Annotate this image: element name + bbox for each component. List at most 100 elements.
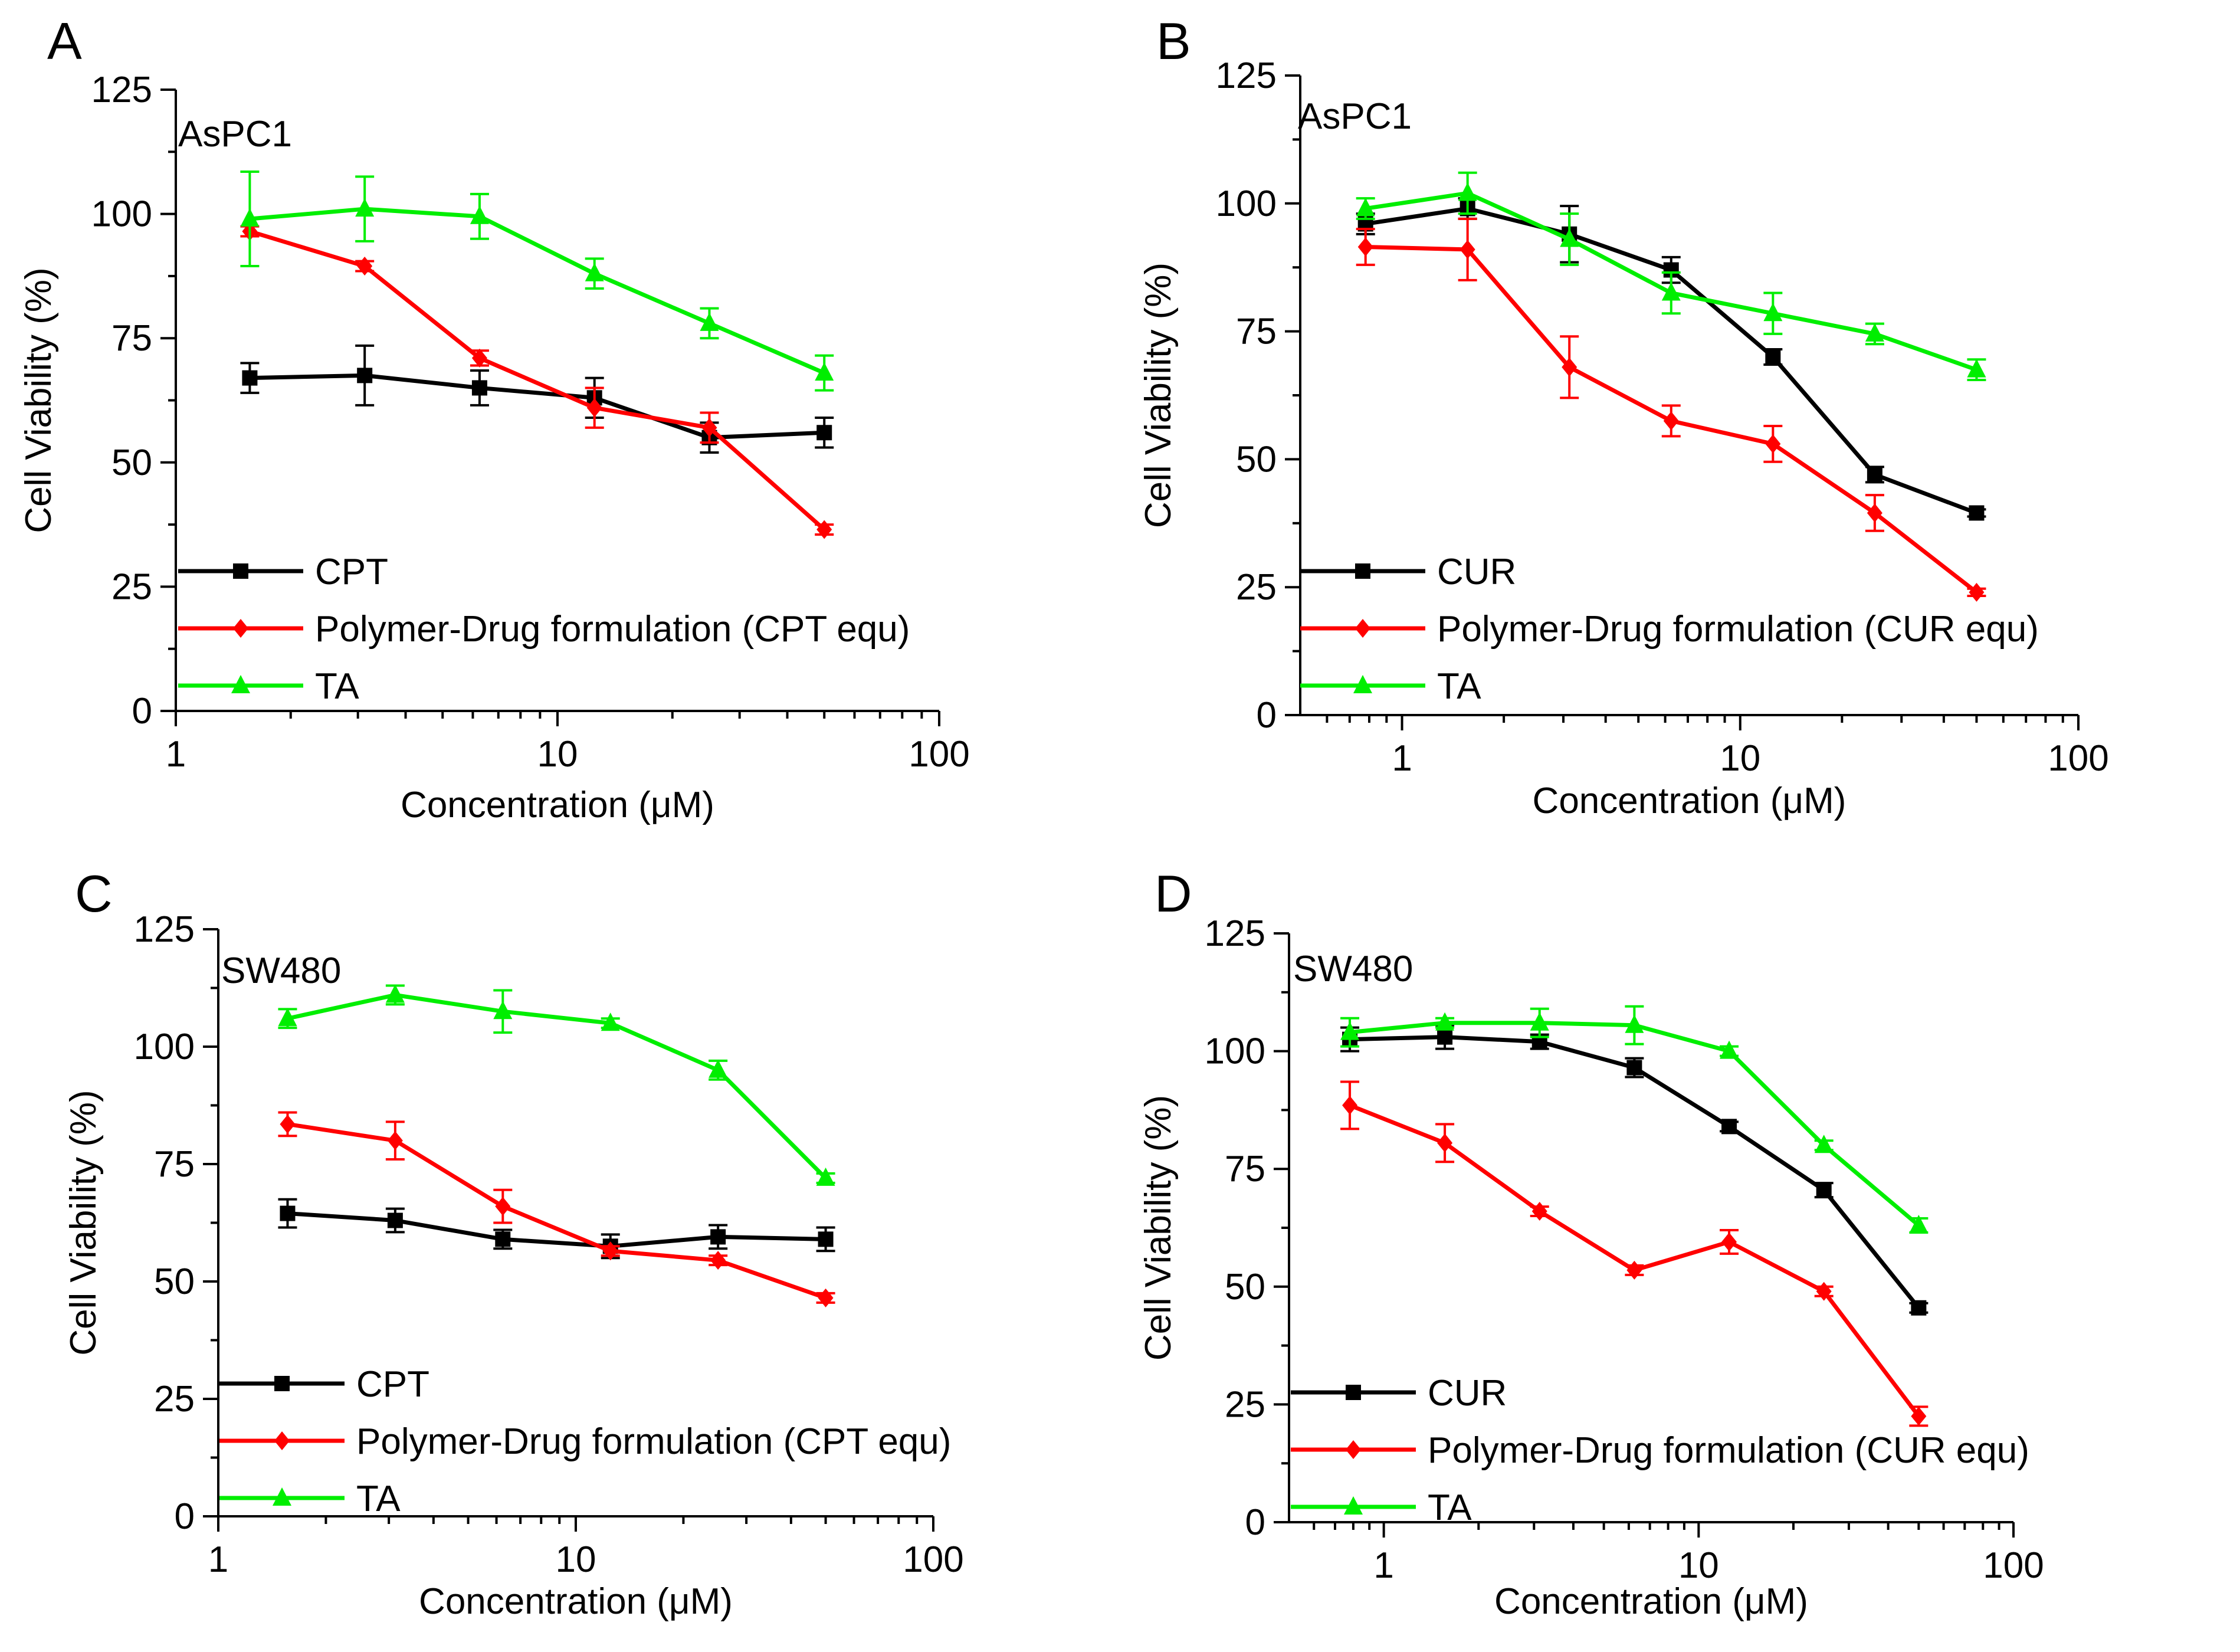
data-point xyxy=(495,1197,511,1216)
y-tick-label: 75 xyxy=(1225,1149,1265,1189)
y-tick-label: 125 xyxy=(1216,55,1277,96)
panel-label: B xyxy=(1156,12,1191,70)
data-point xyxy=(471,380,487,396)
data-point xyxy=(816,520,832,539)
chart-panel-a: A AsPC1 0 25 50 75 100 125 1 10 100 Concentration (… xyxy=(18,12,970,825)
series-line xyxy=(1349,1021,1920,1227)
legend-label: CPT xyxy=(315,552,388,592)
series-polymer-drug-formulation-cpt-equ xyxy=(240,222,834,539)
data-point xyxy=(710,1251,726,1270)
y-tick-label: 25 xyxy=(154,1379,195,1420)
chart-panel-d: D SW480 0 25 50 75 100 125 1 10 100 Concentration (… xyxy=(1138,864,2044,1622)
data-point xyxy=(387,1212,403,1228)
y-tick-label: 125 xyxy=(134,909,195,950)
cell-line-label: AsPC1 xyxy=(178,114,292,155)
y-tick-label: 125 xyxy=(91,70,152,110)
series-line xyxy=(287,992,828,1180)
legend-label: CUR xyxy=(1437,552,1516,592)
x-tick-label: 10 xyxy=(1678,1545,1719,1586)
data-point xyxy=(1909,1215,1929,1234)
series-line xyxy=(249,229,826,532)
legend-label: Polymer-Drug formulation (CUR equ) xyxy=(1428,1430,2029,1471)
data-point xyxy=(1911,1300,1927,1316)
x-tick-label: 10 xyxy=(556,1539,596,1580)
data-point xyxy=(1530,1012,1549,1031)
legend-label: Polymer-Drug formulation (CPT equ) xyxy=(315,609,910,650)
data-point xyxy=(1969,582,1985,602)
x-tick-label: 10 xyxy=(1720,738,1760,779)
series-ta xyxy=(1356,171,1986,381)
x-tick-label: 1 xyxy=(166,734,186,775)
series-ta xyxy=(278,984,835,1186)
cell-line-label: SW480 xyxy=(221,950,341,991)
y-tick-label: 50 xyxy=(111,442,152,483)
data-point xyxy=(1969,505,1985,521)
series-cpt xyxy=(240,344,834,454)
data-point xyxy=(710,1229,726,1245)
data-point xyxy=(1437,1029,1453,1045)
data-point xyxy=(1865,323,1884,342)
data-point xyxy=(280,1205,296,1221)
legend-marker xyxy=(1344,1496,1363,1515)
y-tick-label: 25 xyxy=(1225,1384,1265,1425)
y-axis-title: Cell Viability (%) xyxy=(18,267,59,533)
data-point xyxy=(709,1059,728,1078)
data-point xyxy=(355,198,375,217)
y-tick-label: 25 xyxy=(111,566,152,607)
legend-marker xyxy=(233,563,248,579)
x-axis-title: Concentration (μM) xyxy=(419,1581,733,1622)
legend-marker xyxy=(231,675,250,693)
cell-line-label: SW480 xyxy=(1293,949,1413,989)
data-point xyxy=(1765,434,1781,454)
data-point xyxy=(1626,1260,1642,1280)
data-point xyxy=(385,984,405,1003)
data-point xyxy=(1867,467,1882,483)
y-tick-label: 50 xyxy=(1225,1267,1265,1307)
data-point xyxy=(816,425,832,441)
series-cur xyxy=(1356,197,1986,521)
legend-marker xyxy=(1346,1440,1361,1459)
data-point xyxy=(586,398,602,418)
y-axis-title: Cell Viability (%) xyxy=(63,1090,104,1355)
y-tick-label: 100 xyxy=(134,1027,195,1067)
data-point xyxy=(387,1131,403,1150)
data-point xyxy=(818,1231,834,1247)
data-point xyxy=(815,362,834,381)
y-axis-title: Cell Viability (%) xyxy=(1138,263,1179,528)
data-point xyxy=(1625,1014,1644,1033)
x-tick-label: 100 xyxy=(1983,1545,2044,1586)
chart-panel-b: B AsPC1 0 25 50 75 100 125 1 10 100 Concentration (… xyxy=(1138,12,2109,821)
x-tick-label: 1 xyxy=(208,1539,228,1580)
data-point xyxy=(601,1012,620,1031)
series-line xyxy=(287,1122,827,1300)
y-tick-label: 125 xyxy=(1205,913,1265,954)
legend-marker xyxy=(1353,675,1372,693)
data-point xyxy=(242,370,258,386)
y-tick-label: 75 xyxy=(111,318,152,359)
data-point xyxy=(1661,282,1681,301)
y-tick-label: 0 xyxy=(175,1496,195,1537)
x-tick-label: 100 xyxy=(903,1539,963,1580)
x-tick-label: 100 xyxy=(909,734,969,775)
data-point xyxy=(1562,358,1577,377)
cell-line-label: AsPC1 xyxy=(1298,96,1412,137)
data-point xyxy=(1967,359,1986,378)
x-axis-title: Concentration (μM) xyxy=(1533,781,1847,821)
x-tick-label: 1 xyxy=(1392,738,1412,779)
y-axis-title: Cell Viability (%) xyxy=(1138,1095,1179,1361)
y-tick-label: 0 xyxy=(132,691,152,732)
data-point xyxy=(1560,228,1579,247)
series-line xyxy=(287,1211,826,1248)
legend-marker xyxy=(1346,1385,1361,1400)
legend-marker xyxy=(1355,619,1370,638)
legend-label: CUR xyxy=(1428,1373,1507,1414)
series-polymer-drug-formulation-cpt-equ xyxy=(278,1111,835,1307)
series-polymer-drug-formulation-cur-equ xyxy=(1340,1080,1929,1427)
data-point xyxy=(1867,503,1882,523)
panel-label: A xyxy=(47,12,82,70)
series-line xyxy=(1365,206,1977,515)
legend-label: TA xyxy=(356,1479,401,1519)
data-point xyxy=(240,208,260,227)
data-point xyxy=(1356,198,1375,217)
